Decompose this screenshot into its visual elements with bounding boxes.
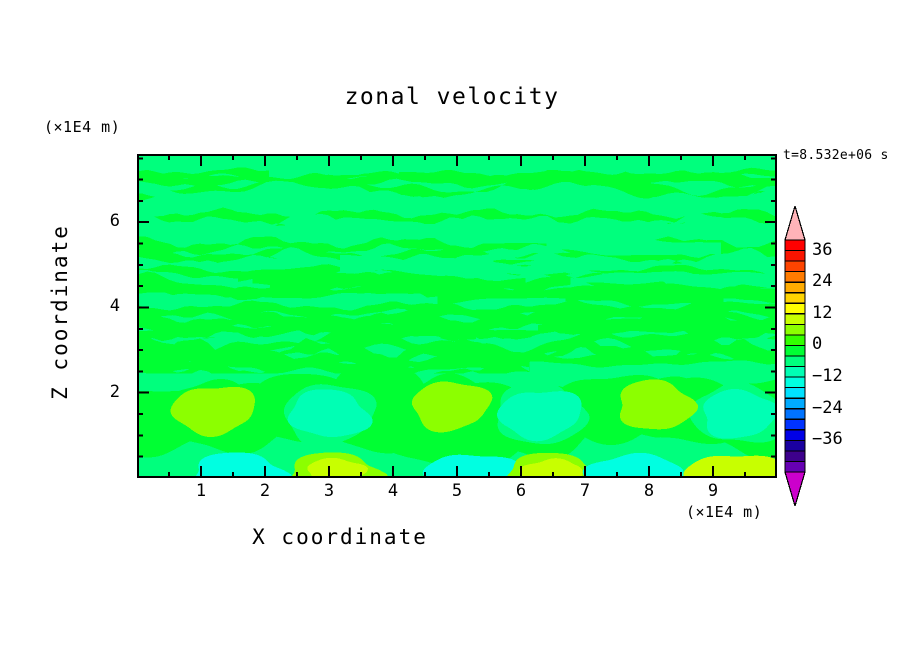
contour-band xyxy=(340,255,567,279)
colorbar-cells xyxy=(784,203,806,509)
contour-cell xyxy=(411,381,493,433)
contour-band xyxy=(137,171,777,203)
y-tick-label: 4 xyxy=(109,296,120,317)
colorbar-under-cap xyxy=(784,471,806,509)
x-tick-label: 7 xyxy=(579,481,591,501)
chart-title: zonal velocity xyxy=(344,84,560,110)
contour-band xyxy=(137,337,777,369)
colorbar-cell xyxy=(784,408,806,420)
colorbar-tick-label: −12 xyxy=(812,366,843,387)
colorbar-cell xyxy=(784,397,806,410)
x-tick-label: 2 xyxy=(259,481,271,501)
colorbar-cell xyxy=(784,249,806,262)
colorbar-over-cap xyxy=(784,203,806,241)
contour-cell xyxy=(607,457,669,478)
plot-frame xyxy=(137,154,777,478)
colorbar-cell xyxy=(784,418,806,431)
y-axis-unit-label: (×1E4 m) xyxy=(44,118,121,136)
colorbar xyxy=(781,203,809,509)
contour-cell xyxy=(307,457,369,478)
contour-band xyxy=(546,237,722,256)
x-tick-label: 6 xyxy=(515,481,527,501)
contour-cell xyxy=(497,391,582,442)
contour-band xyxy=(269,272,571,294)
contour-cell xyxy=(702,458,766,478)
colorbar-tick-label: 36 xyxy=(812,239,833,260)
colorbar-cell xyxy=(784,260,806,273)
x-tick-label: 4 xyxy=(387,481,399,501)
contour-band xyxy=(537,318,777,336)
colorbar-cell xyxy=(784,387,806,399)
y-tick-label: 6 xyxy=(109,211,120,232)
colorbar-tick-label: −36 xyxy=(812,429,843,450)
contour-band xyxy=(238,267,526,294)
colorbar-cell xyxy=(784,344,806,357)
x-tick-label: 9 xyxy=(707,481,719,501)
colorbar-cell xyxy=(784,302,806,315)
x-axis-title: X coordinate xyxy=(252,525,428,549)
contour-cell xyxy=(703,388,777,439)
colorbar-cell xyxy=(784,271,806,283)
x-tick-label: 5 xyxy=(451,481,463,501)
colorbar-tick-label: 24 xyxy=(812,271,833,292)
contour-cell xyxy=(210,457,274,478)
colorbar-cell xyxy=(784,376,806,389)
colorbar-cell xyxy=(784,313,806,325)
colorbar-cell xyxy=(784,239,806,252)
contour-band xyxy=(268,157,400,179)
contour-cell xyxy=(170,386,255,437)
colorbar-cell xyxy=(784,460,806,473)
contour-band xyxy=(437,287,724,306)
colorbar-cell xyxy=(784,450,806,463)
x-axis-unit-label: (×1E4 m) xyxy=(686,503,763,521)
contour-cell xyxy=(436,458,500,478)
colorbar-cell xyxy=(784,292,806,304)
contour-cell xyxy=(519,458,583,478)
colorbar-cell xyxy=(784,281,806,294)
contour-cell xyxy=(287,389,373,438)
contour-plot-area xyxy=(137,154,777,478)
x-tick-label: 3 xyxy=(323,481,335,501)
colorbar-cell xyxy=(784,334,806,347)
colorbar-cell xyxy=(784,355,806,368)
y-axis-title: Z coordinate xyxy=(48,224,72,400)
contour-band xyxy=(547,301,777,321)
contour-cells xyxy=(137,364,777,478)
colorbar-cell xyxy=(784,429,806,441)
contour-band xyxy=(337,154,632,175)
y-tick-label: 2 xyxy=(109,381,120,402)
contour-band xyxy=(137,212,777,243)
contour-cell xyxy=(619,379,699,430)
colorbar-cell xyxy=(784,439,806,452)
colorbar-tick-label: 12 xyxy=(812,302,833,323)
colorbar-tick-label: −24 xyxy=(812,397,843,418)
contour-band xyxy=(137,189,777,226)
time-stamp-label: t=8.532e+06 s xyxy=(783,148,889,163)
contour-band xyxy=(261,319,476,340)
colorbar-cell xyxy=(784,365,806,378)
colorbar-cell xyxy=(784,323,806,336)
colorbar-tick-label: 0 xyxy=(812,334,823,355)
contour-fill-layer xyxy=(137,154,777,478)
x-tick-label: 8 xyxy=(643,481,655,501)
x-tick-label: 1 xyxy=(195,481,207,501)
